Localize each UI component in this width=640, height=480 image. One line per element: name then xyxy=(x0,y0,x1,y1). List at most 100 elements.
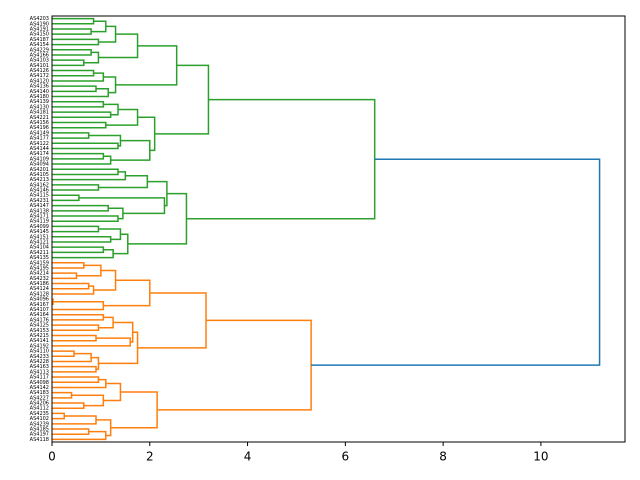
leaf-label: AS4195 xyxy=(30,265,49,271)
link xyxy=(98,228,122,241)
leaf-label: AS4136 xyxy=(30,84,49,90)
link xyxy=(154,64,210,135)
link xyxy=(52,215,119,222)
leaf-label: AS4142 xyxy=(30,385,49,391)
link xyxy=(52,249,114,259)
leaf-label: AS4151 xyxy=(30,234,49,240)
leaf-label: AS4197 xyxy=(30,432,49,438)
link xyxy=(52,324,100,332)
link xyxy=(127,192,188,245)
leaf-label: AS4156 xyxy=(30,120,49,126)
leaf-label: AS4177 xyxy=(30,136,49,142)
link xyxy=(52,428,90,435)
link xyxy=(186,98,376,220)
leaf-label: AS4125 xyxy=(30,323,49,329)
leaf-label: AS4233 xyxy=(30,354,49,360)
leaf-label: AS4128 xyxy=(30,291,49,297)
link xyxy=(52,194,80,202)
leaf-label: AS4118 xyxy=(30,437,49,443)
leaf-label: AS4144 xyxy=(30,146,49,152)
link xyxy=(52,352,92,363)
link xyxy=(52,168,119,176)
link xyxy=(52,430,107,441)
link xyxy=(98,331,139,365)
leaf-label: AS4221 xyxy=(30,115,49,121)
leaf-label: AS4120 xyxy=(30,78,49,84)
leaf-label: AS4145 xyxy=(30,229,49,235)
link xyxy=(52,365,97,373)
link xyxy=(52,155,112,165)
link xyxy=(52,85,97,93)
link xyxy=(103,382,122,402)
link xyxy=(147,180,168,207)
x-tick-label: 0 xyxy=(48,450,56,464)
leaf-label: AS4187 xyxy=(30,37,49,43)
link xyxy=(52,376,100,384)
leaf-label: AS4162 xyxy=(30,182,49,188)
link xyxy=(108,207,124,220)
link xyxy=(52,350,75,358)
link xyxy=(157,319,312,411)
leaf-label: AS4103 xyxy=(30,58,49,64)
link xyxy=(52,300,105,311)
leaf-label: AS4104 xyxy=(30,245,49,251)
leaf-label: AS4109 xyxy=(30,156,49,162)
leaf-label: AS4146 xyxy=(30,188,49,194)
leaf-label: AS4172 xyxy=(30,73,49,79)
link xyxy=(52,152,105,160)
link xyxy=(52,28,92,35)
link xyxy=(52,412,65,420)
link xyxy=(52,38,100,46)
link xyxy=(52,111,112,119)
link xyxy=(76,264,102,277)
leaf-label: AS4130 xyxy=(30,104,49,110)
link xyxy=(103,279,151,307)
leaf-label: AS4214 xyxy=(30,271,49,277)
link xyxy=(96,419,112,437)
link xyxy=(137,116,156,152)
link xyxy=(311,158,601,366)
leaf-label: AS4229 xyxy=(30,47,49,53)
leaf-label: AS4191 xyxy=(30,26,49,32)
leaf-label: AS4231 xyxy=(30,198,49,204)
link xyxy=(52,49,92,56)
link xyxy=(103,76,117,94)
leaf-label: AS4094 xyxy=(30,162,49,168)
leaf-label: AS4196 xyxy=(30,125,49,131)
leaf-label: AS4232 xyxy=(30,276,49,282)
leaf-label: AS4105 xyxy=(30,172,49,178)
leaf-label: AS4163 xyxy=(30,364,49,370)
leaf-label: AS4176 xyxy=(30,317,49,323)
leaf-label: AS4140 xyxy=(30,89,49,95)
leaf-label: AS4115 xyxy=(30,193,49,199)
x-tick-label: 4 xyxy=(244,450,252,464)
leaf-label: AS4101 xyxy=(30,63,49,69)
link xyxy=(52,142,119,150)
link xyxy=(91,356,100,371)
leaf-label: AS4185 xyxy=(30,427,49,433)
link xyxy=(52,337,131,347)
x-tick-label: 8 xyxy=(439,450,447,464)
link xyxy=(52,171,127,181)
link xyxy=(52,285,95,295)
leaf-label: AS4166 xyxy=(30,52,49,58)
link xyxy=(52,184,100,191)
leaf-label: AS4186 xyxy=(30,281,49,287)
leaf-label: AS4107 xyxy=(30,307,49,313)
leaf-label: AS4096 xyxy=(30,297,49,303)
leaf-label: AS4112 xyxy=(30,406,49,412)
leaf-label: AS4121 xyxy=(30,239,49,245)
leaf-label: AS4150 xyxy=(30,32,49,38)
leaf-label: AS4110 xyxy=(30,349,49,355)
leaf-label: AS4138 xyxy=(30,208,49,214)
link xyxy=(52,391,73,399)
leaf-label: AS4239 xyxy=(30,421,49,427)
link xyxy=(52,72,105,82)
leaf-label: AS4154 xyxy=(30,42,49,48)
link xyxy=(98,316,114,329)
leaf-label: AS4141 xyxy=(30,338,49,344)
leaf-label: AS4203 xyxy=(30,16,49,22)
link xyxy=(52,17,95,25)
link xyxy=(52,236,112,243)
